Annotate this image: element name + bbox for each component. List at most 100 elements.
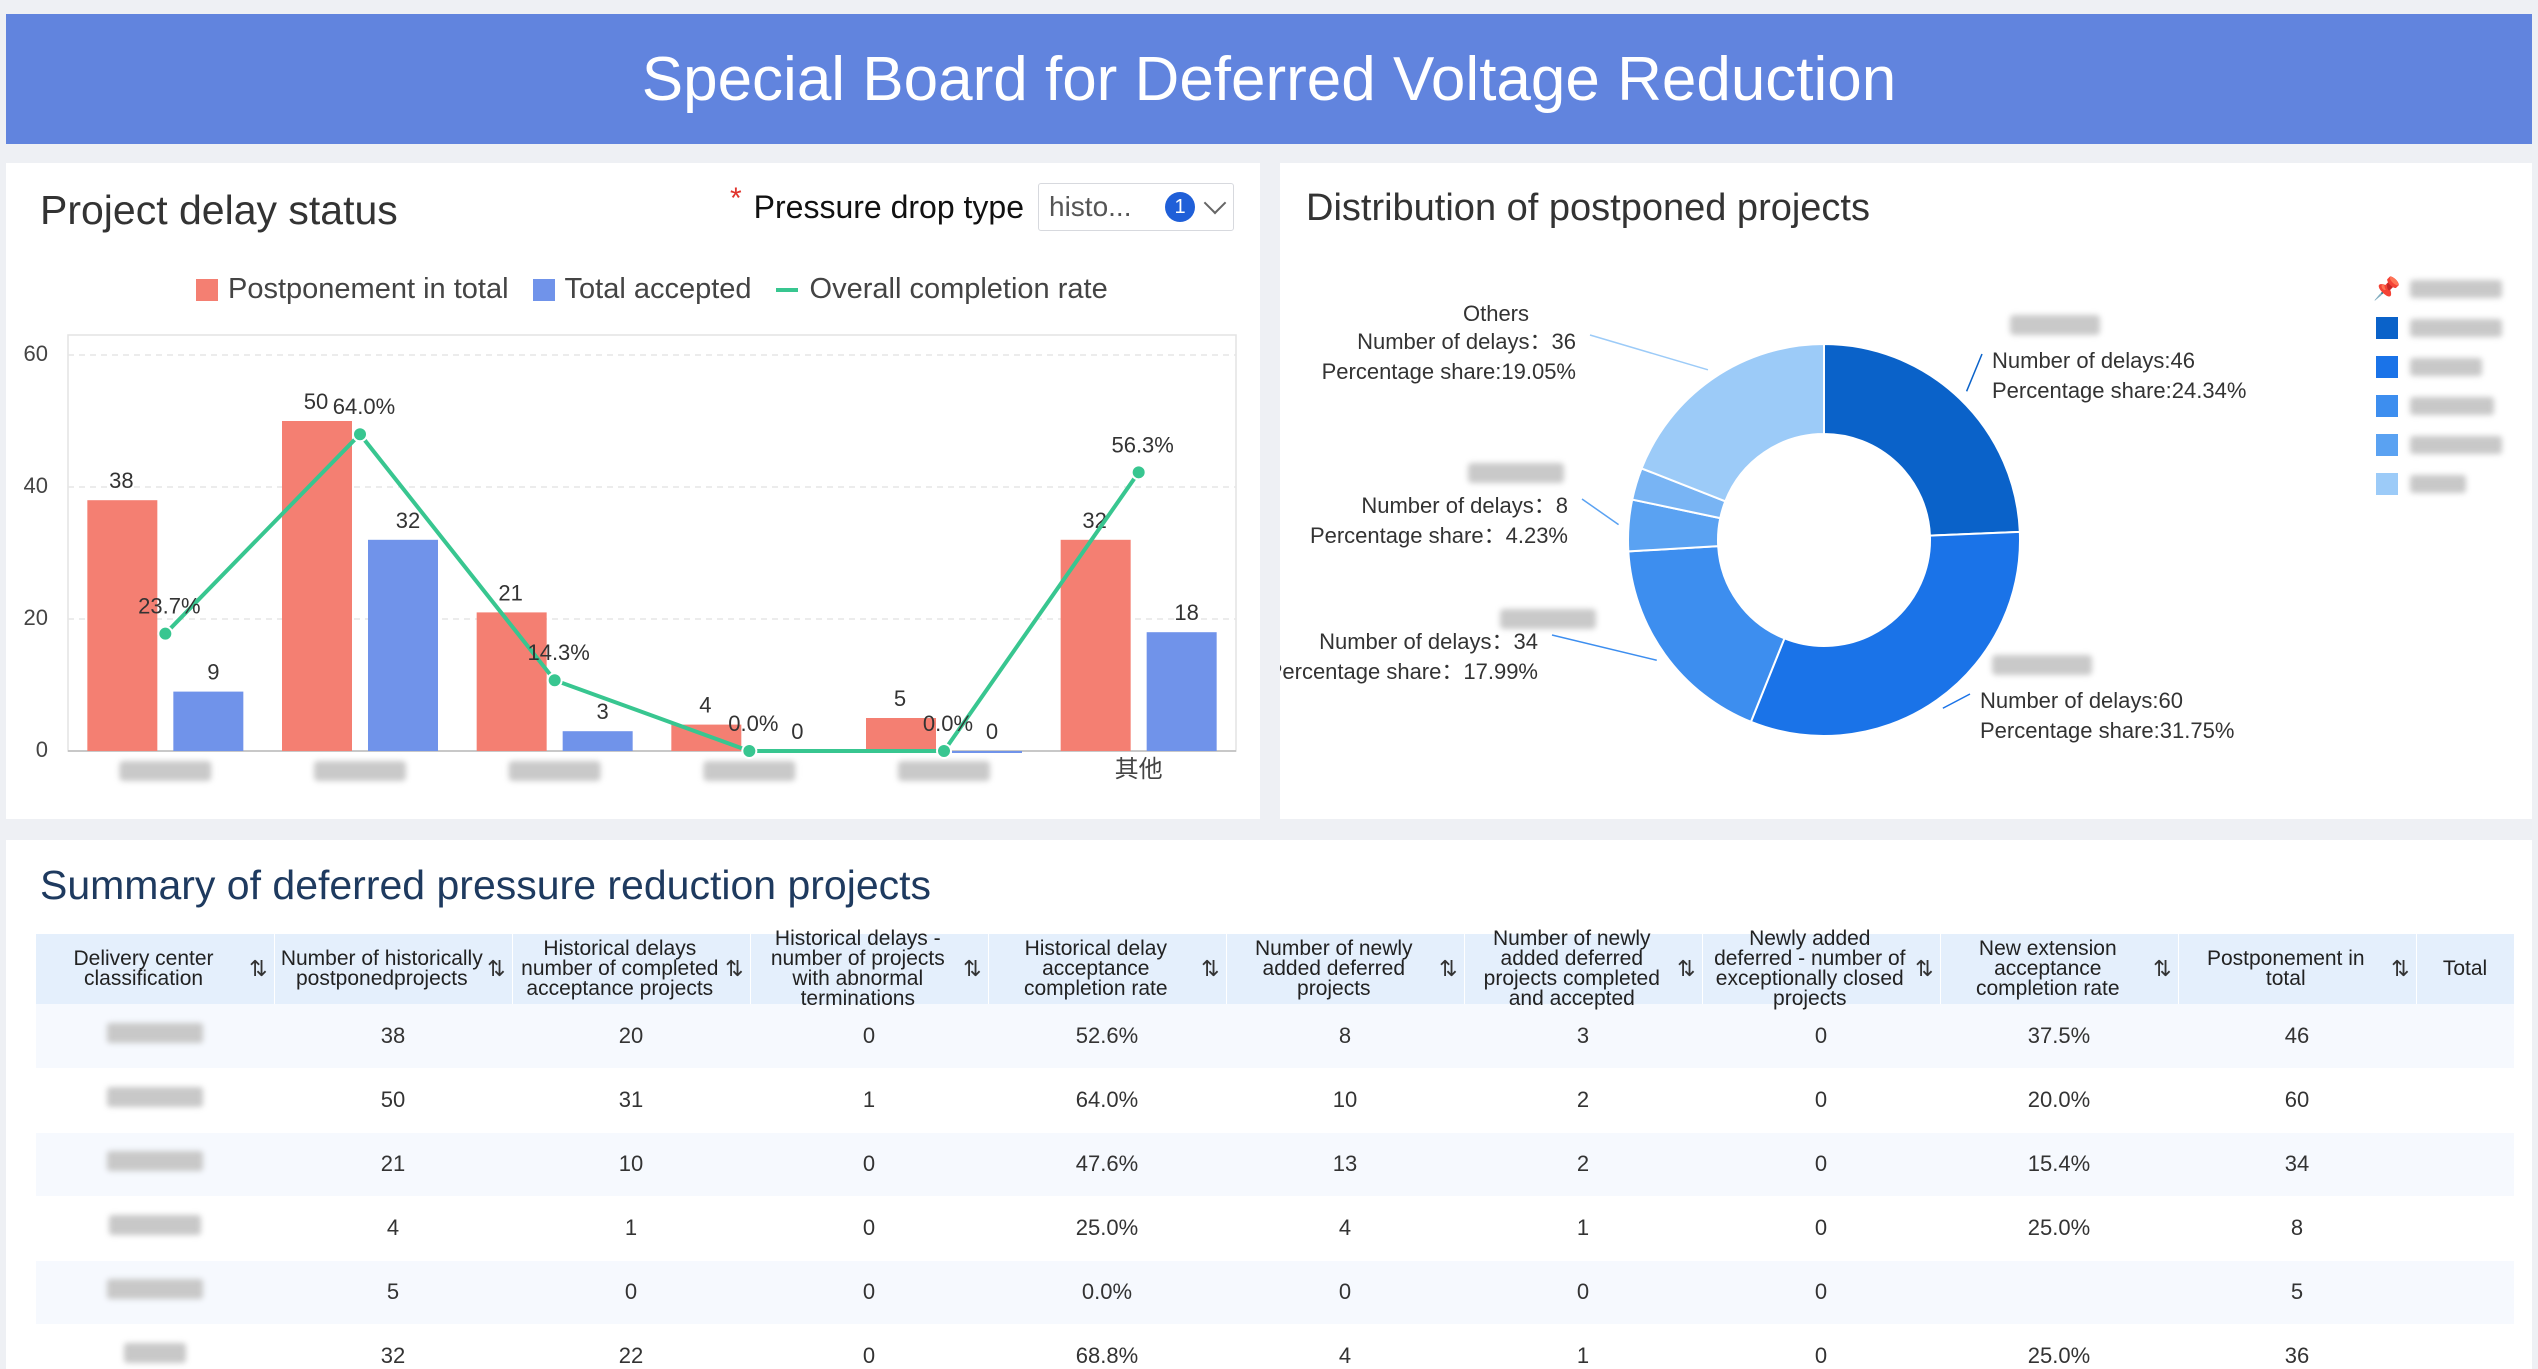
column-header[interactable]: Number of newly added deferred projects ⇅	[1226, 934, 1465, 1004]
completion-rate-point	[936, 743, 952, 759]
table-cell: 0	[1702, 1132, 1940, 1197]
dashboard-header: Special Board for Deferred Voltage Reduc…	[6, 14, 2532, 144]
sort-icon[interactable]: ⇅	[249, 956, 268, 981]
table-cell: 5	[274, 1260, 512, 1325]
column-header[interactable]: Delivery center classification ⇅	[36, 934, 275, 1004]
legend-swatch	[196, 278, 218, 301]
sort-icon[interactable]: ⇅	[1439, 956, 1458, 981]
sort-icon[interactable]: ⇅	[963, 956, 982, 981]
completion-rate-point	[741, 743, 758, 759]
sort-icon[interactable]: ⇅	[725, 956, 744, 981]
table-cell: 0	[750, 1260, 988, 1325]
sort-icon[interactable]: ⇅	[2391, 956, 2410, 981]
column-header[interactable]: Newly added deferred - number of excepti…	[1702, 928, 1941, 1009]
selected-count-badge: 1	[1165, 192, 1195, 222]
table-row[interactable]: 38 20 0 52.6% 8 3 0 37.5% 46	[36, 1004, 2514, 1069]
table-cell: 0.0%	[988, 1260, 1226, 1325]
column-header[interactable]: New extension acceptance completion rate…	[1940, 934, 2179, 1004]
table-cell: 4	[1226, 1324, 1464, 1369]
bar-value-label: 9	[207, 660, 219, 685]
table-cell	[2416, 1324, 2514, 1369]
label-leader-line	[1551, 634, 1657, 661]
table-cell: 38	[274, 1004, 512, 1069]
pie-legend: 📌	[2373, 271, 2502, 505]
y-tick-label: 20	[24, 605, 48, 630]
table-row[interactable]: 4 1 0 25.0% 4 1 0 25.0% 8	[36, 1196, 2514, 1261]
column-header[interactable]: Number of historically postponedprojects…	[274, 934, 513, 1004]
sort-icon[interactable]: ⇅	[1201, 956, 1220, 981]
table-cell: 1	[512, 1196, 750, 1261]
table-cell: 34	[2178, 1132, 2416, 1197]
legend-label: Postponement in total	[228, 273, 509, 305]
completion-rate-label: 0.0%	[728, 711, 778, 736]
table-cell: 4	[1226, 1196, 1464, 1261]
redacted-x-tick-label	[508, 761, 601, 781]
slice-count-label: Number of delays：34	[1319, 629, 1538, 654]
column-header-label: Historical delays - number of projects w…	[770, 927, 945, 1010]
legend-item-postponement[interactable]: Postponement in total	[196, 273, 509, 306]
column-header[interactable]: Total	[2416, 934, 2515, 1004]
pie-legend-item[interactable]	[2376, 310, 2502, 346]
column-header-content: Historical delay acceptance completion r…	[995, 934, 1220, 1004]
sort-icon[interactable]: ⇅	[2153, 956, 2172, 981]
table-cell: 4	[274, 1196, 512, 1261]
table-cell: 3	[1464, 1004, 1702, 1069]
slice-name-label: Others	[1463, 301, 1529, 326]
panel-title: Summary of deferred pressure reduction p…	[40, 862, 932, 908]
pressure-drop-filter: * Pressure drop type histo... 1	[730, 182, 1234, 231]
pie-legend-item[interactable]	[2376, 349, 2502, 385]
table-cell: 0	[1702, 1068, 1940, 1133]
redacted-label	[2410, 436, 2502, 454]
table-row[interactable]: 50 31 1 64.0% 10 2 0 20.0% 60	[36, 1068, 2514, 1133]
table-row[interactable]: 32 22 0 68.8% 4 1 0 25.0% 36	[36, 1324, 2514, 1369]
legend-item-completion-rate[interactable]: Overall completion rate	[775, 273, 1108, 306]
pie-legend-item[interactable]	[2376, 388, 2502, 424]
slice-count-label: Number of delays：8	[1361, 493, 1568, 518]
bar-postponement	[87, 500, 158, 751]
sort-icon[interactable]: ⇅	[1677, 956, 1696, 981]
column-header[interactable]: Historical delays - number of projects w…	[750, 928, 989, 1009]
bar-value-label: 3	[597, 699, 609, 724]
sort-icon[interactable]: ⇅	[487, 956, 506, 981]
chart-legend: Postponement in total Total accepted Ove…	[196, 273, 1132, 306]
donut-slice	[1749, 530, 2021, 737]
legend-swatch	[2376, 434, 2398, 456]
column-header[interactable]: Historical delay acceptance completion r…	[988, 934, 1227, 1004]
completion-rate-label: 23.7%	[138, 594, 200, 619]
redacted-delivery-center	[124, 1343, 186, 1363]
column-header[interactable]: Historical delays number of completed ac…	[512, 934, 751, 1004]
legend-item-accepted[interactable]: Total accepted	[532, 273, 752, 306]
redacted-label	[2410, 280, 2502, 298]
redacted-delivery-center	[107, 1151, 203, 1171]
panel-title: Distribution of postponed projects	[1306, 187, 1870, 229]
table-cell	[36, 1196, 274, 1261]
y-tick-label: 60	[24, 341, 48, 366]
redacted-x-tick-label	[119, 761, 212, 781]
column-header-content: Historical delays - number of projects w…	[757, 928, 982, 1009]
pie-legend-pin-row[interactable]: 📌	[2373, 271, 2502, 307]
column-header-label: Newly added deferred - number of excepti…	[1714, 927, 1906, 1010]
column-header[interactable]: Postponement in total ⇅	[2178, 934, 2417, 1004]
slice-share-label: Percentage share:31.75%	[1980, 718, 2234, 743]
table-cell: 0	[750, 1196, 988, 1261]
table-cell: 52.6%	[988, 1004, 1226, 1069]
column-header-content: Number of newly added deferred projects …	[1471, 928, 1696, 1009]
column-header-label: New extension acceptance completion rate	[1975, 937, 2120, 1000]
pressure-drop-type-select[interactable]: histo... 1	[1038, 183, 1234, 231]
table-cell: 0	[1464, 1260, 1702, 1325]
sort-icon[interactable]: ⇅	[1915, 956, 1934, 981]
column-header-content: Newly added deferred - number of excepti…	[1709, 928, 1934, 1009]
donut-slice	[1823, 342, 2021, 537]
column-header[interactable]: Number of newly added deferred projects …	[1464, 928, 1703, 1009]
summary-table: Delivery center classification ⇅ Number of…	[36, 928, 2515, 1369]
redacted-slice-name	[1500, 609, 1596, 629]
table-cell: 25.0%	[1940, 1196, 2178, 1261]
table-cell: 0	[750, 1324, 988, 1369]
column-header-label: Historical delays number of completed ac…	[521, 937, 719, 1000]
table-row[interactable]: 21 10 0 47.6% 13 2 0 15.4% 34	[36, 1132, 2514, 1197]
table-row[interactable]: 5 0 0 0.0% 0 0 0 5	[36, 1260, 2514, 1325]
column-header-label: Historical delay acceptance completion r…	[1023, 937, 1168, 1000]
pie-legend-item[interactable]	[2376, 466, 2502, 502]
pie-legend-item[interactable]	[2376, 427, 2502, 463]
